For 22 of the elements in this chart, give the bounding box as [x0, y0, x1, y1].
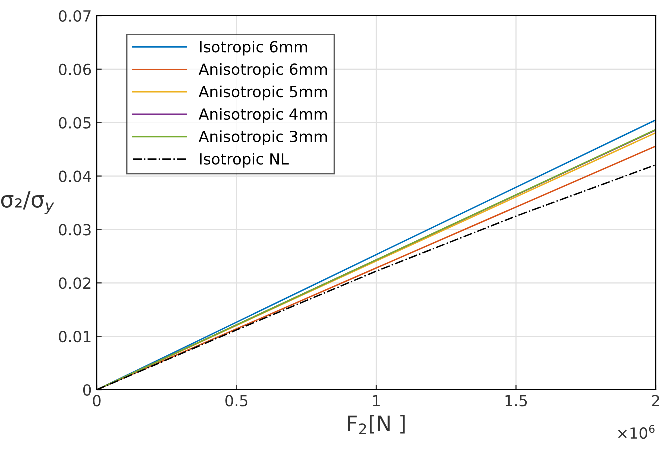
legend-label: Anisotropic 6mm	[198, 63, 328, 78]
y-tick-label: 0.01	[59, 331, 91, 343]
legend-label: Isotropic 6mm	[200, 40, 308, 56]
y-tick-label: 0.02	[59, 278, 91, 290]
y-tick-label: 0.04	[59, 170, 92, 182]
y-tick-label: 0.03	[59, 224, 91, 236]
x-axis-title: F$_{2}$[N ]	[348, 415, 405, 434]
legend-label: Anisotropic 4mm	[198, 108, 328, 124]
y-tick-label: 0	[83, 384, 92, 396]
y-tick-label: 0.05	[59, 117, 91, 129]
x-tick-label: 1.5	[506, 395, 528, 407]
legend-label: Isotropic NL	[200, 153, 289, 168]
legend-label: Anisotropic 3mm	[198, 130, 328, 146]
y-axis-title: σ₂/σ$_{y}$	[1, 191, 54, 215]
y-tick-label: 0.07	[59, 10, 91, 22]
x-tick-label: 0.5	[226, 395, 248, 407]
x-tick-label: 1	[373, 395, 380, 406]
x-tick-label: 0	[93, 395, 101, 407]
text: ×10$^{6}$	[618, 425, 655, 440]
legend-label: Anisotropic 5mm	[198, 86, 328, 101]
x-tick-label: 2	[652, 395, 660, 406]
y-tick-label: 0.06	[59, 64, 92, 76]
